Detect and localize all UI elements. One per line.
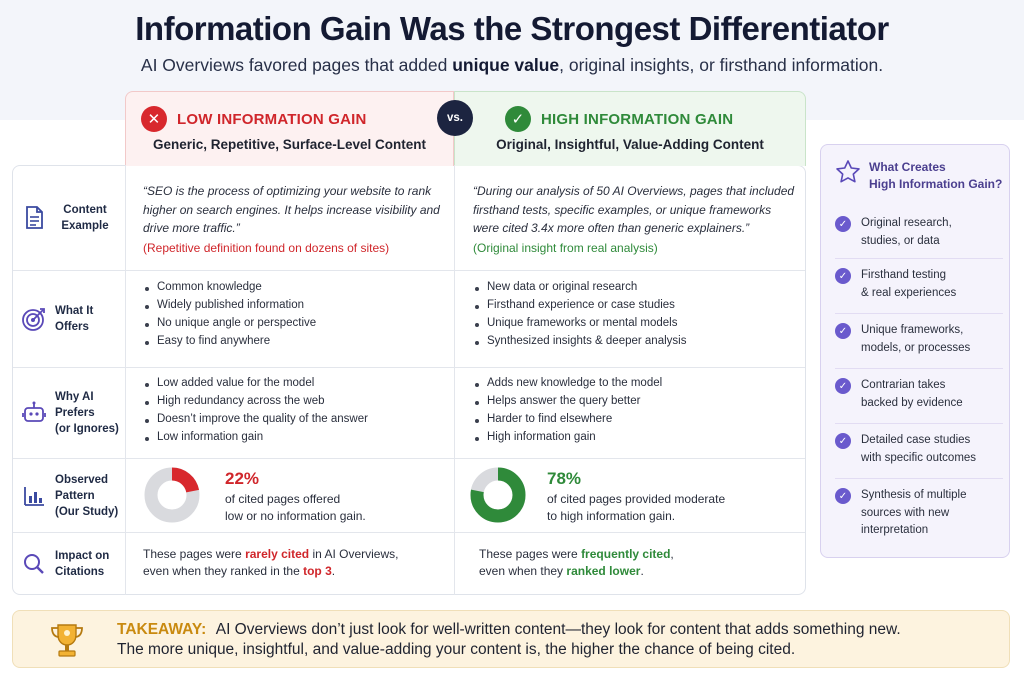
bar-chart-icon [21, 483, 47, 509]
list-item: Easy to find anywhere [143, 335, 453, 347]
high-why-list: Adds new knowledge to the model Helps an… [473, 377, 798, 443]
list-item: Common knowledge [143, 281, 453, 293]
high-gain-title: HIGH INFORMATION GAIN [541, 110, 734, 128]
high-content-note: (Original insight from real analysis) [473, 240, 658, 255]
side-item: ✓ Firsthand testing & real experiences [835, 258, 1003, 302]
row-label: Observed Pattern (Our Study) [55, 473, 119, 518]
page-title: Information Gain Was the Strongest Diffe… [135, 10, 889, 47]
column-divider [125, 165, 126, 595]
high-gain-header: ✓ HIGH INFORMATION GAIN Original, Insigh… [454, 91, 806, 166]
list-item: Firsthand experience or case studies [473, 299, 798, 311]
side-panel-title: What Creates High Information Gain? [869, 160, 1003, 191]
row-observed-pattern: Observed Pattern (Our Study) 22% of cited … [13, 458, 805, 532]
row-label: Content Example [61, 204, 109, 232]
page-subtitle: AI Overviews favored pages that added un… [140, 55, 884, 75]
comparison-card [12, 165, 806, 595]
column-divider [454, 165, 455, 595]
check-icon: ✓ [505, 106, 531, 132]
takeaway-label: TAKEAWAY: [117, 621, 207, 638]
check-icon: ✓ [835, 378, 851, 394]
takeaway-text: TAKEAWAY: AI Overviews don’t just look f… [117, 621, 901, 658]
takeaway-banner: TAKEAWAY: AI Overviews don’t just look f… [12, 610, 1010, 668]
side-item: ✓ Unique frameworks, models, or processes [835, 313, 1003, 357]
row-why-ai-prefers: Why AI Prefers (or Ignores) Low added val… [13, 367, 805, 458]
list-item: Unique frameworks or mental models [473, 317, 798, 329]
high-gain-description: of cited pages provided moderate to high … [547, 492, 726, 523]
side-item: ✓ Detailed case studies with specific out… [835, 423, 1003, 467]
check-icon: ✓ [835, 433, 851, 449]
check-icon: ✓ [835, 268, 851, 284]
list-item: High information gain [473, 431, 798, 443]
check-icon: ✓ [835, 323, 851, 339]
low-gain-subtitle: Generic, Repetitive, Surface-Level Conte… [152, 137, 427, 152]
list-item: Synthesized insights & deeper analysis [473, 335, 798, 347]
high-content-quote: “During our analysis of 50 AI Overviews,… [473, 184, 795, 235]
list-item: High redundancy across the web [143, 395, 453, 407]
low-gain-percent: 22% [225, 469, 260, 488]
low-impact-text: These pages were rarely cited in AI Over… [143, 547, 399, 578]
vs-badge: vs. [437, 100, 473, 136]
side-panel: What Creates High Information Gain? ✓ Ori… [820, 144, 1010, 558]
side-item: ✓ Original research, studies, or data [835, 207, 1003, 250]
donut-value-arc [470, 467, 526, 523]
low-content-note: (Repetitive definition found on dozens o… [143, 240, 390, 255]
side-item: ✓ Synthesis of multiple sources with new i… [835, 478, 1003, 540]
list-item: Doesn’t improve the quality of the answe… [143, 413, 453, 425]
row-label: Impact on Citations [55, 549, 110, 578]
list-item: New data or original research [473, 281, 798, 293]
side-item: ✓ Contrarian takes backed by evidence [835, 368, 1003, 412]
low-offers-list: Common knowledge Widely published inform… [143, 281, 453, 347]
row-impact: Impact on Citations These pages were rare… [13, 532, 805, 594]
list-item: Harder to find elsewhere [473, 413, 798, 425]
donut-value-arc [144, 467, 200, 523]
row-label: Why AI Prefers (or Ignores) [55, 391, 119, 435]
star-icon [835, 159, 861, 193]
check-icon: ✓ [835, 488, 851, 504]
document-icon [21, 205, 47, 231]
list-item: Low added value for the model [143, 377, 453, 389]
high-offers-list: New data or original research Firsthand … [473, 281, 798, 347]
row-what-it-offers: What It Offers Common knowledge Widely p… [13, 270, 805, 367]
trophy-icon [47, 621, 87, 666]
robot-icon [21, 400, 47, 426]
target-icon [21, 306, 47, 332]
row-content-example: Content Example “SEO is the process of o… [13, 166, 805, 270]
row-label: What It Offers [55, 305, 94, 333]
high-gain-subtitle: Original, Insightful, Value-Adding Conte… [496, 137, 764, 152]
low-gain-description: of cited pages offered low or no informat… [225, 492, 366, 523]
high-gain-donut [470, 467, 526, 523]
low-content-quote: “SEO is the process of optimizing your w… [143, 184, 440, 235]
low-gain-donut [144, 467, 200, 523]
high-impact-text: These pages were frequently cited, even … [479, 547, 674, 578]
list-item: Helps answer the query better [473, 395, 798, 407]
check-icon: ✓ [835, 216, 851, 232]
magnifier-icon [21, 551, 47, 577]
low-why-list: Low added value for the model High redun… [143, 377, 453, 443]
list-item: Low information gain [143, 431, 453, 443]
low-gain-header: ✕ LOW INFORMATION GAIN Generic, Repetiti… [125, 91, 454, 166]
list-item: No unique angle or perspective [143, 317, 453, 329]
low-gain-title: LOW INFORMATION GAIN [177, 110, 367, 128]
list-item: Adds new knowledge to the model [473, 377, 798, 389]
high-gain-percent: 78% [547, 469, 582, 488]
x-icon: ✕ [141, 106, 167, 132]
list-item: Widely published information [143, 299, 453, 311]
